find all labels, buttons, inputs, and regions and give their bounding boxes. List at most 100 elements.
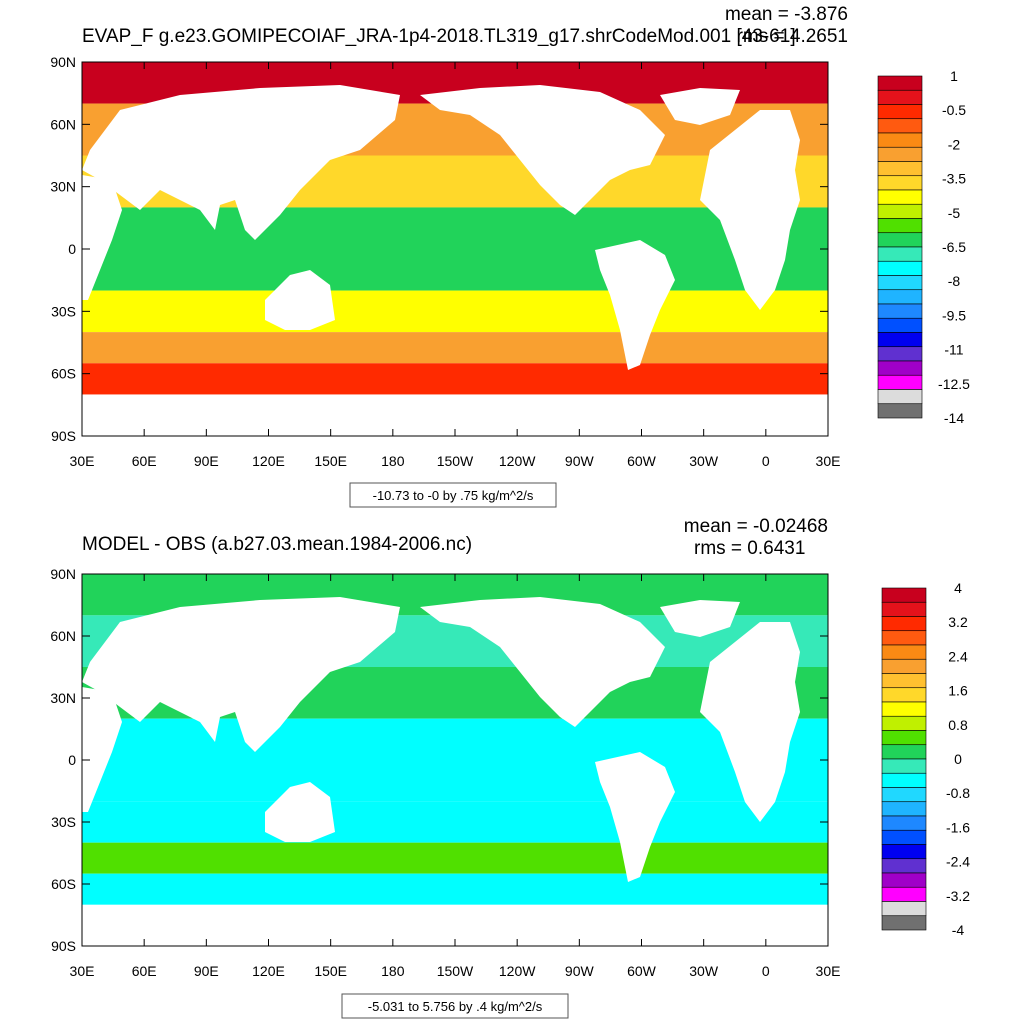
colorbar-label: -6.5	[942, 239, 966, 255]
colorbar-swatch	[881, 815, 927, 831]
colorbar-label: -2.4	[946, 854, 970, 870]
colorbar-swatch	[877, 175, 923, 191]
colorbar-swatch	[877, 346, 923, 362]
panel2-land-africa	[82, 687, 122, 812]
panel2-map: 30E 60E 90E 120E 150E 180 150W 120W 90W 60W 30W 0 30…	[50, 566, 840, 979]
colorbar-label: -5	[948, 205, 961, 221]
panel1-land-greenland	[660, 88, 740, 125]
x-tick-label: 120E	[252, 963, 285, 979]
x-tick-label: 60E	[132, 453, 157, 469]
panel2-land-south-america	[595, 752, 675, 882]
panel2-land-antarctica	[82, 917, 828, 946]
colorbar-swatch	[877, 161, 923, 177]
colorbar-label: -9.5	[942, 307, 966, 323]
y-tick-label: 60S	[51, 366, 76, 382]
colorbar-swatch	[877, 218, 923, 234]
panel2-axes: 30E 60E 90E 120E 150E 180 150W 120W 90W 60W 30W 0 30…	[50, 566, 840, 979]
panel2-land-australia	[265, 782, 335, 842]
colorbar-label: 1.6	[948, 683, 968, 699]
colorbar-swatch	[881, 872, 927, 888]
colorbar-swatch	[877, 317, 923, 333]
panel1-land-australia	[265, 270, 335, 330]
colorbar-swatch	[881, 701, 927, 717]
x-tick-label: 150W	[437, 963, 474, 979]
panel2-contour-note: -5.031 to 5.756 by .4 kg/m^2/s	[368, 999, 543, 1014]
colorbar-swatch	[877, 360, 923, 376]
colorbar-swatch	[881, 901, 927, 917]
colorbar-swatch	[881, 587, 927, 603]
x-tick-label: 0	[762, 453, 770, 469]
y-tick-label: 60N	[50, 116, 76, 132]
panel2-land-greenland	[660, 600, 740, 637]
colorbar-swatch	[881, 772, 927, 788]
band-6	[82, 363, 828, 395]
y-tick-label: 30S	[51, 303, 76, 319]
panel1-land-north-america	[420, 85, 665, 215]
panel1-land-antarctica	[82, 405, 828, 436]
y-tick-label: 60N	[50, 628, 76, 644]
colorbar-swatch	[877, 303, 923, 319]
x-tick-label: 90W	[565, 963, 595, 979]
colorbar-label: -1.6	[946, 819, 970, 835]
panel1-land-south-america	[595, 240, 675, 370]
y-tick-label: 0	[68, 241, 76, 257]
band-5	[82, 332, 828, 364]
panel2-land	[82, 597, 828, 946]
colorbar-swatch	[881, 886, 927, 902]
colorbar-label: 2.4	[948, 648, 968, 664]
y-tick-label: 0	[68, 752, 76, 768]
colorbar-swatch	[881, 744, 927, 760]
panel1-land-europe-africa	[700, 110, 800, 310]
x-tick-label: 150W	[437, 453, 474, 469]
colorbar-swatch	[877, 89, 923, 105]
x-tick-label: 120E	[252, 453, 285, 469]
panel1-axes: 30E 60E 90E 120E 150E 180 150W 120W 90W 60W 30W 0 30…	[50, 54, 840, 469]
y-tick-label: 30S	[51, 814, 76, 830]
panel2-land-north-america	[420, 597, 665, 727]
x-tick-label: 0	[762, 963, 770, 979]
colorbar-swatch	[881, 858, 927, 874]
colorbar-swatch	[877, 75, 923, 91]
colorbar-label: -0.8	[946, 785, 970, 801]
colorbar-swatch	[877, 189, 923, 205]
x-tick-label: 90E	[194, 453, 219, 469]
colorbar-swatch	[881, 630, 927, 646]
panel1-land-eurasia	[82, 85, 400, 240]
band-6	[82, 873, 828, 905]
panel1-land-africa	[82, 175, 122, 300]
colorbar-label: -0.5	[942, 102, 966, 118]
colorbar-label: -14	[944, 410, 964, 426]
colorbar-swatch	[877, 389, 923, 405]
x-tick-label: 30E	[816, 453, 841, 469]
colorbar-swatch	[877, 146, 923, 162]
colorbar-label: -12.5	[938, 376, 970, 392]
band-4	[82, 801, 828, 843]
band-4	[82, 290, 828, 333]
colorbar-label: -11	[944, 342, 963, 358]
x-tick-label: 90E	[194, 963, 219, 979]
panel1-land	[82, 85, 828, 436]
colorbar-label: -3.5	[942, 171, 966, 187]
panel1-title: EVAP_F g.e23.GOMIPECOIAF_JRA-1p4-2018.TL…	[82, 26, 796, 47]
colorbar-swatch	[877, 275, 923, 291]
x-tick-label: 120W	[499, 453, 536, 469]
colorbar-label: -2	[948, 136, 961, 152]
panel2-contour-note-box	[341, 993, 569, 1019]
x-tick-label: 120W	[499, 963, 536, 979]
colorbar-swatch	[877, 403, 923, 419]
x-tick-label: 30E	[70, 963, 95, 979]
y-tick-label: 60S	[51, 876, 76, 892]
colorbar-swatch	[881, 730, 927, 746]
x-tick-label: 30E	[816, 963, 841, 979]
panel2-title: MODEL - OBS (a.b27.03.mean.1984-2006.nc)	[82, 534, 472, 555]
y-tick-label: 30N	[50, 690, 76, 706]
colorbar-swatch	[881, 829, 927, 845]
x-tick-label: 60W	[627, 453, 657, 469]
x-tick-label: 30E	[70, 453, 95, 469]
y-tick-label: 90S	[51, 938, 76, 954]
colorbar-swatch	[881, 801, 927, 817]
colorbar-swatch	[881, 644, 927, 660]
panel2-colorbar: 4 3.2 2.4 1.6 0.8 0 -0.8 -1.6 -2.4 -3.2 -4	[881, 580, 970, 938]
panel1-contour-note: -10.73 to -0 by .75 kg/m^2/s	[373, 488, 534, 503]
